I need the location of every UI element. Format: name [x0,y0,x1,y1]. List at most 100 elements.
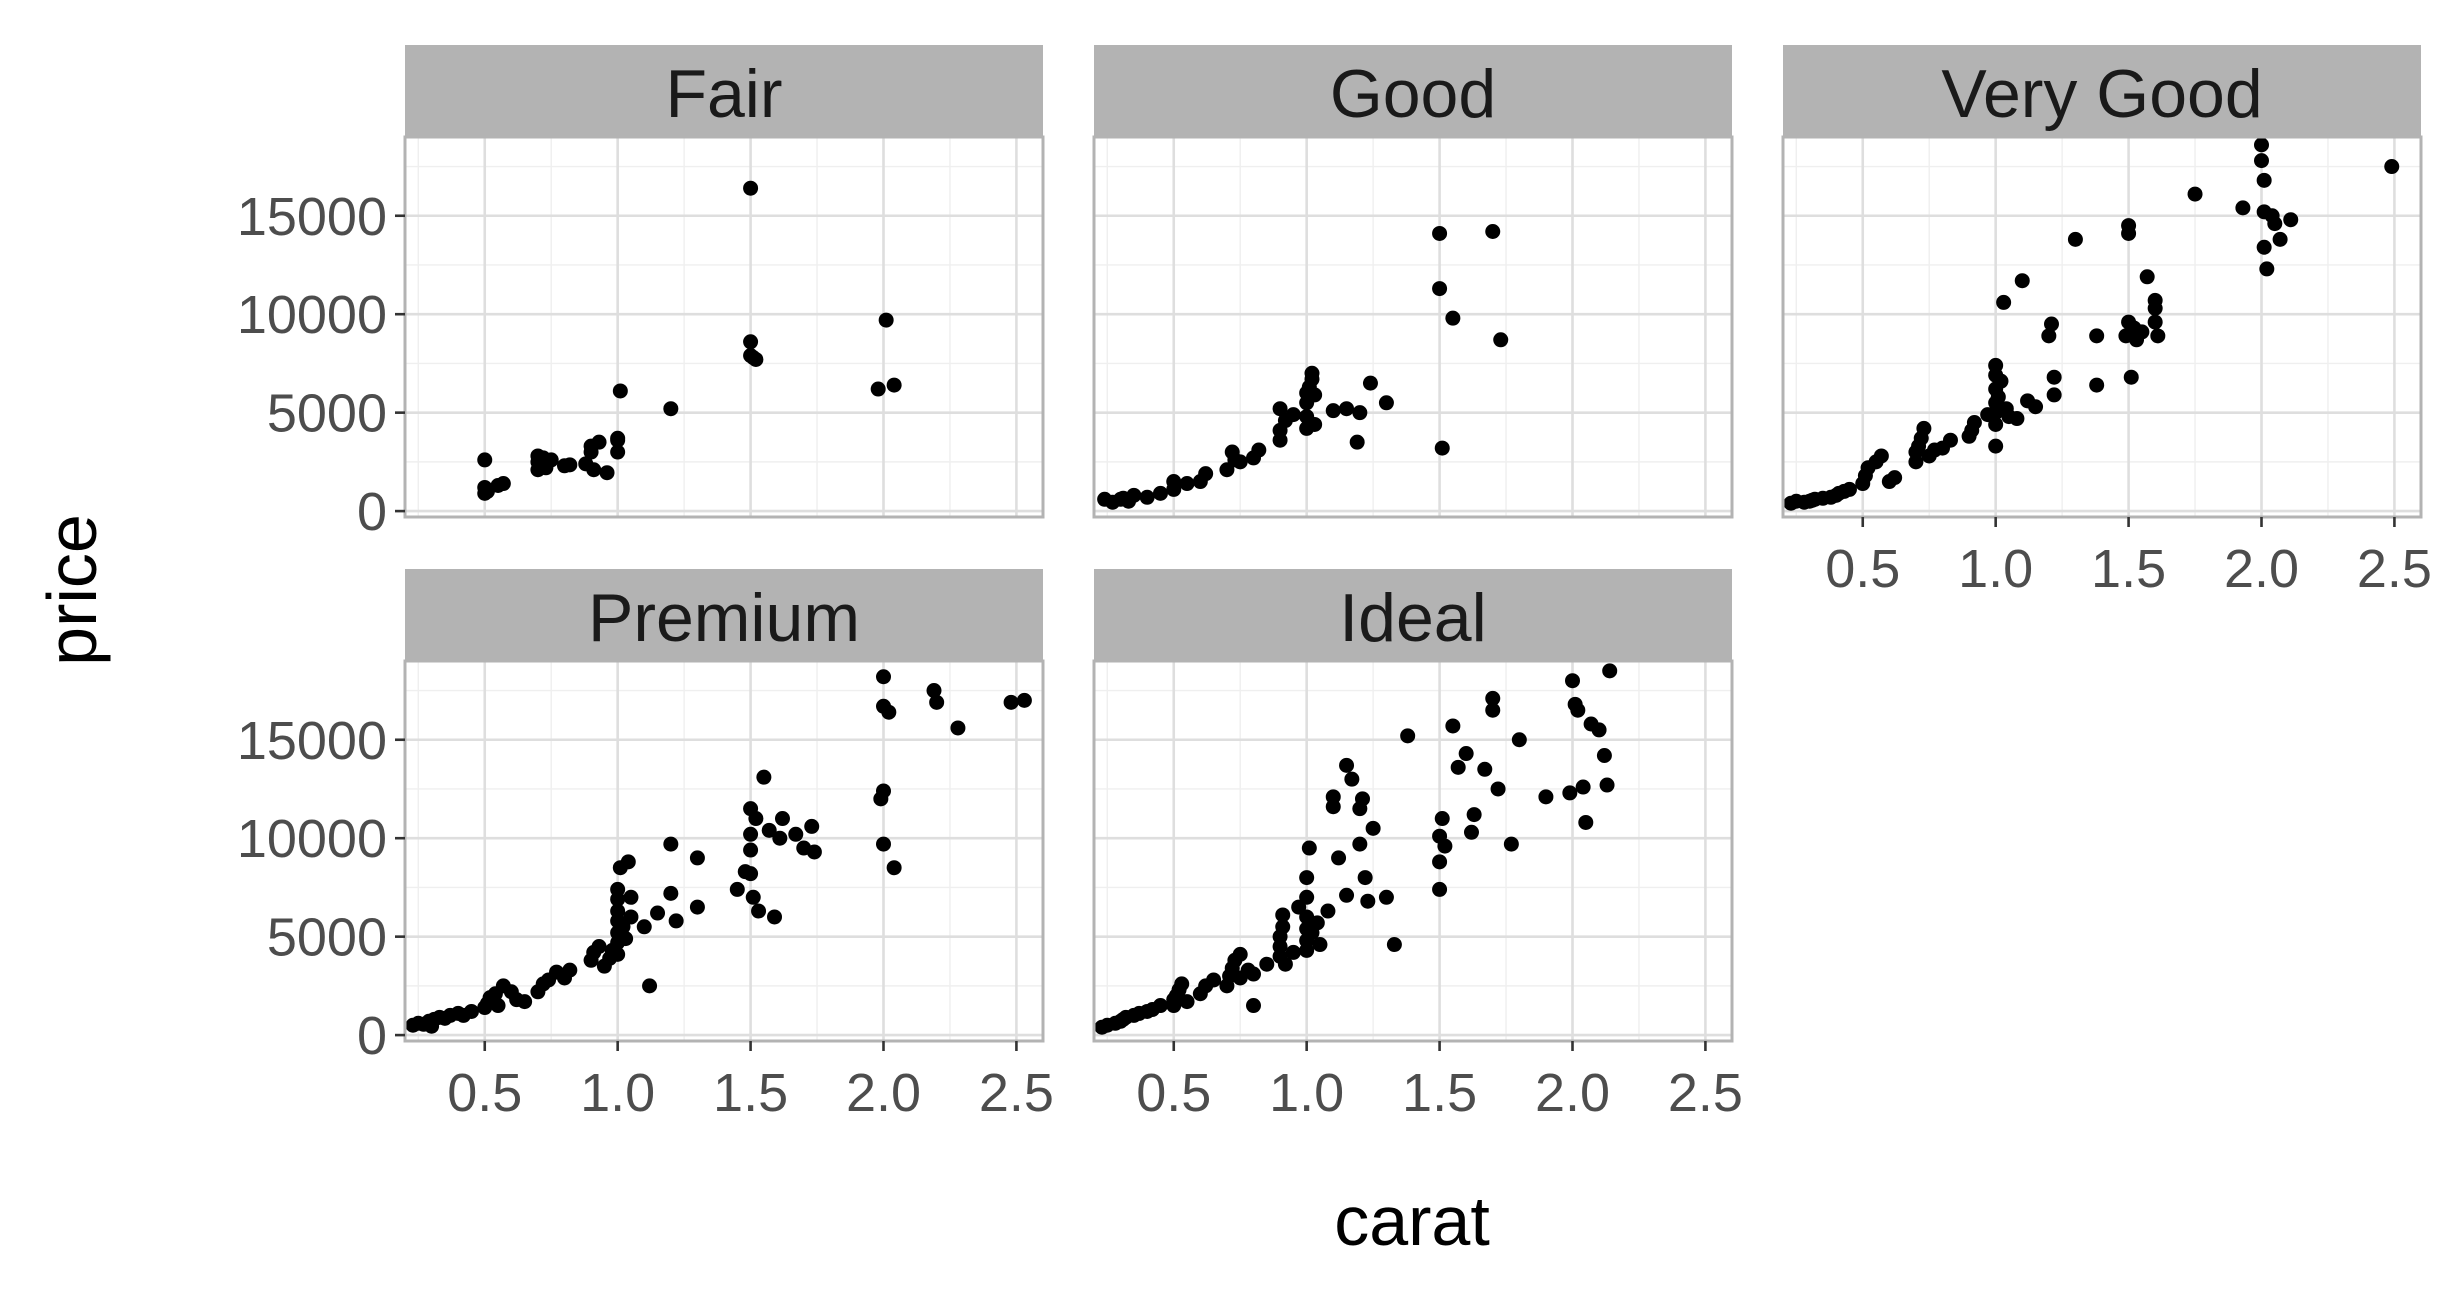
data-point [1232,454,1248,470]
facet-title-very-good: Very Good [1941,56,2262,132]
data-point [1996,294,2012,310]
data-point [1596,748,1612,764]
data-point [2150,328,2166,344]
data-point [1246,998,1261,1014]
data-point [2147,314,2163,330]
panel-border [1092,135,1734,519]
data-point [623,889,639,905]
data-point [562,457,578,473]
data-point [1304,365,1320,381]
data-point [2259,261,2275,277]
data-point [1570,702,1586,718]
data-point [1463,824,1479,840]
x-tick-label: 2.0 [1535,1063,1610,1123]
data-point [1307,387,1323,403]
panel-border [1781,135,2423,519]
data-point [2046,369,2062,385]
panel-border [403,659,1045,1043]
data-point [636,919,652,935]
data-point [2267,216,2283,232]
facet-panel-premium: Premium 0 5000 10000 15000 0.5 1.0 1.5 2.0 2.5 [237,569,1054,1123]
data-point [663,401,679,417]
x-axis-title: carat [1334,1182,1490,1260]
data-point [1299,889,1315,905]
x-tick-label: 1.0 [1958,539,2033,599]
facet-title-ideal: Ideal [1339,580,1486,656]
data-point [1445,310,1461,326]
y-axis-title: price [33,514,111,666]
data-point [743,180,759,196]
data-point [1309,915,1325,931]
data-point [1887,470,1903,486]
data-point [886,860,902,876]
data-point [1285,944,1301,960]
y-tick-label: 10000 [237,285,387,345]
data-point [1988,357,2004,373]
facet-title-good: Good [1330,56,1496,132]
panel-background [405,661,1043,1041]
data-point [1246,966,1261,982]
data-point [1139,489,1155,505]
data-point [1450,759,1466,775]
data-point [612,383,628,399]
data-point [1493,332,1509,348]
data-point [1437,838,1453,854]
data-point [1198,466,1214,482]
data-point [2089,328,2105,344]
facet-strip-fair [405,45,1043,137]
data-point [1272,401,1288,417]
y-tick-label: 15000 [237,711,387,771]
data-point [610,444,626,460]
data-point [804,818,820,834]
data-point [743,334,759,350]
facet-panel-fair: Fair 0 5000 10000 15000 [237,45,1045,542]
data-point [1873,448,1889,464]
data-point [1578,814,1594,830]
data-point [1339,401,1355,417]
data-point [772,830,788,846]
facet-panels: Fair 0 5000 10000 15000 Good Very Good 0.5 1.0 1.… [237,45,2432,1123]
x-tick-label: 0.5 [1136,1063,1211,1123]
y-tick-label: 5000 [267,384,387,444]
panel-border [1092,659,1734,1043]
data-point [1432,854,1448,870]
data-point [806,844,822,860]
data-point [1538,789,1554,805]
data-point [1432,281,1448,297]
data-point [463,1003,479,1019]
data-point [1434,440,1450,456]
data-point [2235,200,2251,216]
data-point [1325,403,1341,419]
data-point [1575,779,1591,795]
data-point [1988,438,2004,454]
data-point [876,783,891,799]
data-point [1016,692,1032,708]
data-point [886,377,902,393]
data-point [751,903,767,919]
x-tick-label: 1.0 [580,1063,655,1123]
data-point [1285,407,1301,423]
data-point [1400,728,1416,744]
data-point [1466,807,1482,823]
panel-background [1094,661,1732,1041]
data-point [1152,998,1168,1014]
data-point [1485,224,1501,240]
data-point [876,669,891,685]
panel-border [403,135,1045,519]
data-point [950,720,966,736]
data-point [767,909,783,925]
facet-strip-good [1094,45,1732,137]
data-point [1562,785,1578,801]
data-point [1206,972,1222,988]
data-point [1599,777,1615,793]
data-point [1277,956,1293,972]
data-point [1432,881,1448,897]
x-tick-label: 2.0 [2224,539,2299,599]
y-tick-label: 10000 [237,809,387,869]
data-point [1275,907,1291,923]
x-tick-label: 1.0 [1269,1063,1344,1123]
panel-background [405,137,1043,517]
x-tick-label: 1.5 [2091,539,2166,599]
data-point [1003,694,1019,710]
data-point [756,769,772,785]
